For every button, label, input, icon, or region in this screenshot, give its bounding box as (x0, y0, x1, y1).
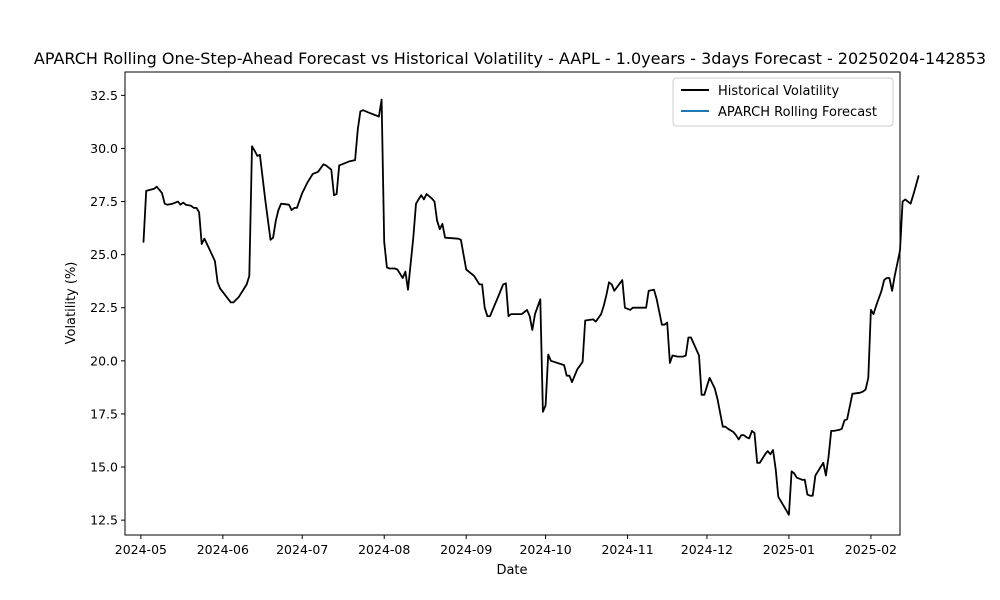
x-tick-label: 2024-11 (601, 542, 653, 557)
chart-title: APARCH Rolling One-Step-Ahead Forecast v… (34, 49, 986, 68)
y-tick-label: 25.0 (90, 247, 118, 262)
plot-series (142, 98, 920, 516)
legend: Historical Volatility APARCH Rolling For… (672, 77, 894, 127)
legend-box (672, 77, 894, 127)
y-tick-label: 20.0 (90, 353, 118, 368)
y-tick-label: 17.5 (90, 406, 118, 421)
x-tick-label: 2024-09 (440, 542, 492, 557)
y-tick-label: 27.5 (90, 194, 118, 209)
legend-label-forecast: APARCH Rolling Forecast (718, 105, 877, 120)
y-axis-label: Volatility (%) (64, 262, 79, 345)
x-tick-label: 2024-12 (681, 542, 733, 557)
x-tick-label: 2024-07 (276, 542, 328, 557)
x-axis-label: Date (496, 563, 527, 578)
plot-frame (124, 71, 901, 536)
x-tick-label: 2025-01 (763, 542, 815, 557)
y-tick-label: 15.0 (90, 460, 118, 475)
y-tick-label: 12.5 (90, 513, 118, 528)
series-line-0 (142, 98, 920, 516)
x-tick-label: 2024-05 (115, 542, 167, 557)
y-axis: 12.5 15.0 17.5 20.0 22.5 25.0 27.5 30.0 32.5 (90, 88, 125, 528)
y-tick-label: 22.5 (90, 300, 118, 315)
x-axis: 2024-05 2024-06 2024-07 2024-08 2024-09 2024-… (115, 535, 897, 557)
y-tick-label: 30.0 (90, 141, 118, 156)
legend-label-historical: Historical Volatility (718, 84, 839, 99)
x-tick-label: 2024-10 (519, 542, 571, 557)
x-tick-label: 2025-02 (845, 542, 897, 557)
x-tick-label: 2024-08 (358, 542, 410, 557)
x-tick-label: 2024-06 (197, 542, 249, 557)
y-tick-label: 32.5 (90, 88, 118, 103)
